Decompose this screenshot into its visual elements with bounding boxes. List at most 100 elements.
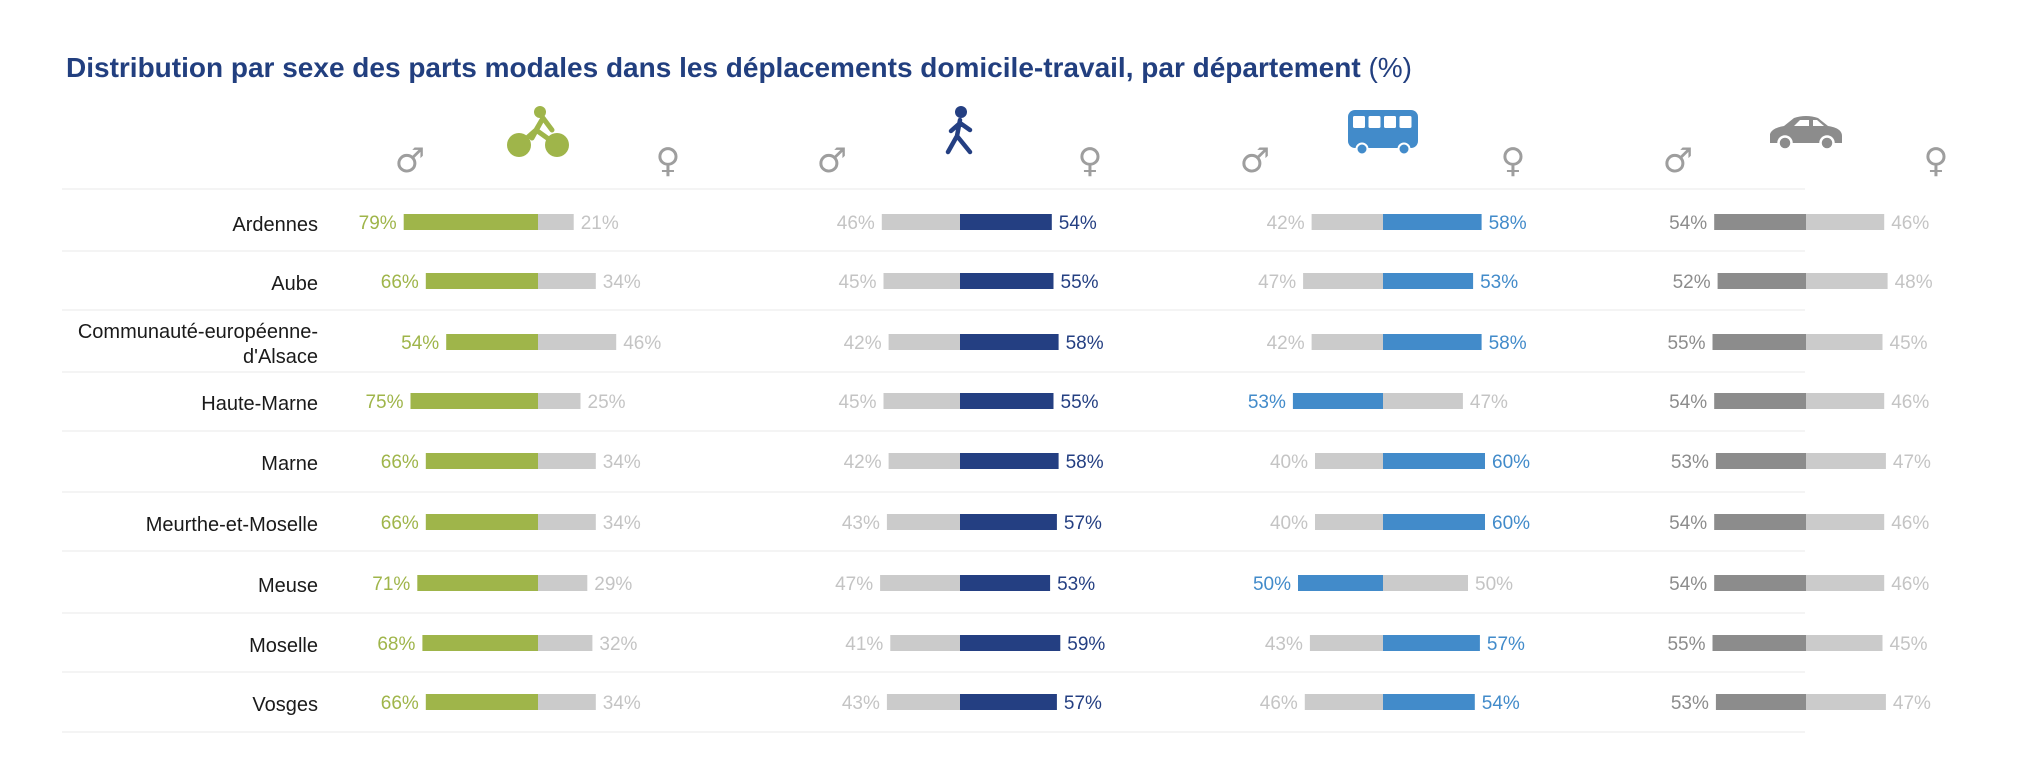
value-label-female: 21% <box>581 213 619 234</box>
bar-female <box>1806 453 1886 469</box>
value-label-female: 46% <box>1891 392 1929 413</box>
bar-female <box>1383 214 1482 230</box>
bar-male <box>1311 334 1383 350</box>
value-label-male: 42% <box>844 452 882 473</box>
bar-female <box>1383 575 1468 591</box>
value-label-male: 53% <box>1671 452 1709 473</box>
value-label-male: 50% <box>1253 574 1291 595</box>
value-label-female: 34% <box>603 272 641 293</box>
value-label-female: 55% <box>1061 392 1099 413</box>
bar-female <box>1383 334 1482 350</box>
bar-female <box>960 393 1054 409</box>
category-label: Communauté-européenne-d'Alsace <box>78 321 318 368</box>
bar-male <box>446 334 538 350</box>
bar-female <box>960 453 1059 469</box>
bar-male <box>1715 694 1806 710</box>
bar-female <box>538 334 617 350</box>
value-label-female: 34% <box>603 693 641 714</box>
bar-male <box>880 575 960 591</box>
bar-female <box>960 514 1057 530</box>
value-label-female: 34% <box>603 513 641 534</box>
value-label-male: 68% <box>377 634 415 655</box>
value-label-male: 53% <box>1248 392 1286 413</box>
value-label-female: 45% <box>1890 333 1928 354</box>
value-label-male: 54% <box>1669 213 1707 234</box>
value-label-male: 75% <box>365 392 403 413</box>
value-label-female: 58% <box>1489 333 1527 354</box>
value-label-female: 57% <box>1487 634 1525 655</box>
bar-female <box>960 334 1059 350</box>
category-label-line: Communauté-européenne- <box>78 321 318 343</box>
value-label-male: 55% <box>1667 333 1705 354</box>
value-label-male: 55% <box>1667 634 1705 655</box>
value-label-male: 42% <box>1267 213 1305 234</box>
bar-female <box>1383 694 1475 710</box>
value-label-female: 47% <box>1470 392 1508 413</box>
chart-title-unit: (%) <box>1368 52 1412 83</box>
value-label-male: 45% <box>838 392 876 413</box>
bar-female <box>1383 393 1463 409</box>
value-label-male: 54% <box>1669 513 1707 534</box>
value-label-female: 60% <box>1492 513 1530 534</box>
value-label-male: 52% <box>1673 272 1711 293</box>
value-label-female: 58% <box>1489 213 1527 234</box>
bar-female <box>1383 273 1474 289</box>
category-label: Marne <box>261 453 318 475</box>
bar-male <box>1315 514 1383 530</box>
value-label-male: 79% <box>359 213 397 234</box>
bar-female <box>1806 214 1885 230</box>
value-label-female: 46% <box>1891 574 1929 595</box>
value-label-male: 46% <box>1260 693 1298 714</box>
bar-female <box>960 273 1054 289</box>
value-label-female: 46% <box>1891 213 1929 234</box>
bar-female <box>1383 514 1485 530</box>
bar-male <box>1315 453 1383 469</box>
bar-female <box>538 453 596 469</box>
bar-female <box>538 694 596 710</box>
bar-male <box>1714 393 1806 409</box>
value-label-male: 71% <box>372 574 410 595</box>
value-label-male: 54% <box>1669 574 1707 595</box>
category-label: Meuse <box>258 575 318 597</box>
bar-male <box>1304 694 1383 710</box>
bar-male <box>1712 635 1806 651</box>
value-label-male: 42% <box>1267 333 1305 354</box>
bar-male <box>1717 273 1806 289</box>
bar-female <box>1806 514 1885 530</box>
bar-female <box>538 393 581 409</box>
bar-female <box>538 635 593 651</box>
chart-title: Distribution par sexe des parts modales … <box>66 52 1412 84</box>
category-label: Moselle <box>249 635 318 657</box>
bar-female <box>538 273 596 289</box>
female-symbol: ♀ <box>1924 141 1949 181</box>
value-label-female: 46% <box>623 333 661 354</box>
category-label: Haute-Marne <box>201 393 318 415</box>
value-label-male: 42% <box>844 333 882 354</box>
value-label-female: 45% <box>1890 634 1928 655</box>
bar-male <box>890 635 960 651</box>
category-label: Ardennes <box>232 214 318 236</box>
value-label-female: 53% <box>1057 574 1095 595</box>
female-symbol: ♀ <box>1501 141 1526 181</box>
female-symbol: ♀ <box>1078 141 1103 181</box>
value-label-male: 66% <box>381 693 419 714</box>
category-label: Meurthe-et-Moselle <box>146 514 318 536</box>
value-label-male: 54% <box>401 333 439 354</box>
value-label-female: 57% <box>1064 513 1102 534</box>
value-label-female: 25% <box>588 392 626 413</box>
bar-male <box>1309 635 1383 651</box>
male-symbol: ♂ <box>817 141 847 181</box>
bar-male <box>1715 453 1806 469</box>
pedestrian-icon <box>945 106 973 155</box>
value-label-male: 43% <box>842 693 880 714</box>
bar-male <box>1303 273 1383 289</box>
value-label-female: 34% <box>603 452 641 473</box>
bar-male <box>425 453 538 469</box>
bar-female <box>1806 334 1883 350</box>
bar-male <box>888 334 960 350</box>
bar-female <box>1383 453 1485 469</box>
bar-female <box>538 214 574 230</box>
value-label-male: 53% <box>1671 693 1709 714</box>
chart-title-text: Distribution par sexe des parts modales … <box>66 52 1361 83</box>
